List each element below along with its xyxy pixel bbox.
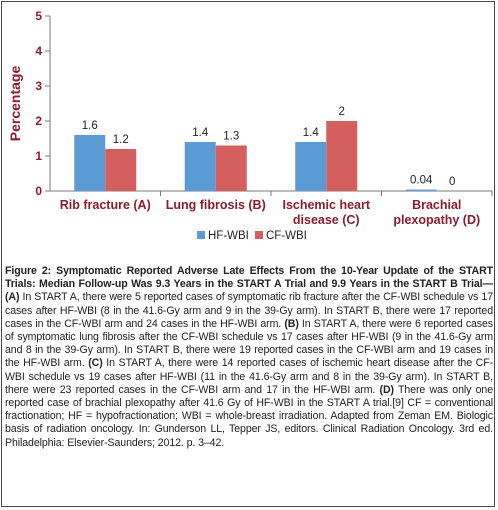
legend-label-cf-wbi: CF-WBI: [266, 230, 307, 242]
y-axis-label: Percentage: [7, 66, 23, 142]
caption-text-b: In START A, there were 6 reported cases …: [5, 317, 493, 370]
category-label: Lung fibrosis (B): [166, 198, 266, 212]
y-tick-label: 2: [35, 114, 42, 128]
chart-bars: [74, 121, 437, 191]
y-tick-label: 5: [35, 9, 42, 23]
chart-labels: 1.6 1.2 Rib fracture (A) 1.4 1.3 Lung fibrosi…: [60, 106, 480, 227]
y-tick-label: 1: [35, 149, 42, 163]
caption-title: Figure 2: Symptomatic Reported Adverse L…: [5, 265, 493, 291]
data-label: 1.4: [303, 127, 320, 139]
caption-tag-c: (C): [88, 357, 103, 370]
caption-text-c: In START A, there were 14 reported cases…: [5, 357, 493, 396]
legend-label-hf-wbi: HF-WBI: [208, 230, 249, 242]
bar-hf-wbi-1: [184, 142, 216, 191]
caption-text-d: There was only one reported case of brac…: [5, 383, 493, 449]
category-label: plexopathy (D): [393, 213, 480, 227]
caption-tag-a: (A): [5, 291, 20, 304]
bar-cf-wbi-2: [326, 121, 358, 191]
chart-legend: HF-WBI CF-WBI: [197, 230, 307, 242]
legend-swatch-cf-wbi: [255, 231, 263, 239]
category-label: Brachial: [412, 198, 461, 212]
data-label: 1.4: [192, 127, 209, 139]
caption-tag-b: (B): [284, 317, 299, 330]
figure-caption: Figure 2: Symptomatic Reported Adverse L…: [5, 265, 493, 450]
bar-hf-wbi-0: [74, 135, 106, 191]
y-tick-label: 4: [35, 44, 42, 58]
data-label: 1.3: [223, 131, 239, 143]
legend-swatch-hf-wbi: [197, 231, 205, 239]
caption-text-a: In START A, there were 5 reported cases …: [5, 291, 493, 330]
data-label: 0.04: [410, 175, 433, 187]
data-label: 1.6: [82, 120, 98, 132]
y-tick-label: 0: [35, 184, 42, 198]
category-label: Rib fracture (A): [60, 198, 151, 212]
category-label: Ischemic heart: [282, 198, 370, 212]
bar-hf-wbi-3: [405, 189, 437, 191]
data-label: 2: [339, 106, 345, 118]
caption-tag-d: (D): [379, 383, 395, 396]
data-label: 0: [449, 176, 455, 188]
bar-cf-wbi-0: [105, 149, 137, 191]
data-label: 1.2: [113, 134, 129, 146]
bar-cf-wbi-1: [215, 145, 247, 191]
category-label: disease (C): [293, 213, 360, 227]
y-tick-label: 3: [35, 79, 42, 93]
bar-hf-wbi-2: [295, 142, 327, 191]
